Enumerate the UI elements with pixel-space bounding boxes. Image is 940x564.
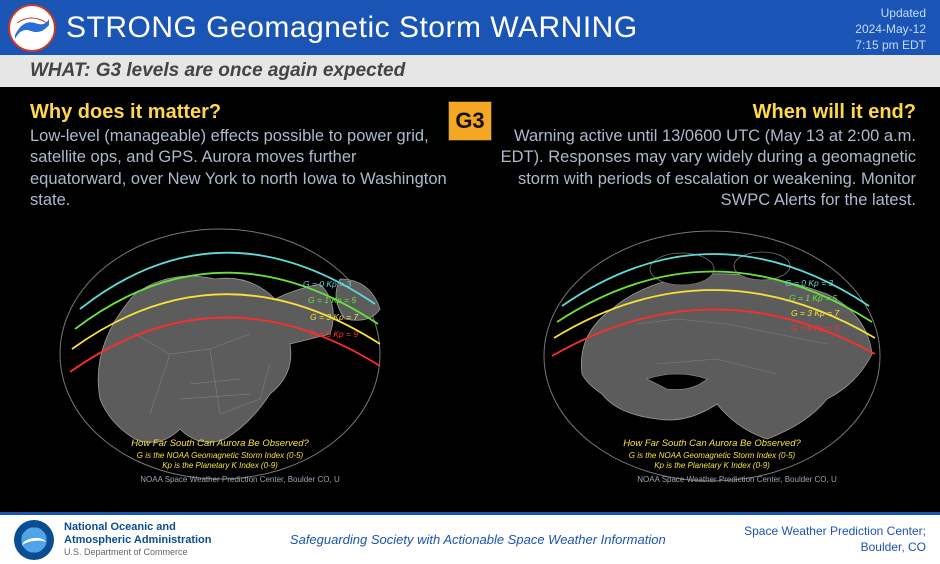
globe-credit-right: NOAA Space Weather Prediction Center, Bo…	[637, 475, 837, 484]
footer-org3: U.S. Department of Commerce	[64, 547, 212, 558]
footer-right2: Boulder, CO	[744, 540, 926, 556]
footer-org2: Atmospheric Administration	[64, 534, 212, 547]
globe-eu: G = 0 Kp = 3 G = 1 Kp = 5 G = 3 Kp = 7 G…	[507, 224, 907, 484]
nws-logo	[8, 4, 56, 52]
right-column: When will it end? Warning active until 1…	[469, 101, 916, 502]
g3-badge: G3	[448, 101, 492, 141]
footer-org1: National Oceanic and	[64, 521, 212, 534]
subhead-bar: WHAT: G3 levels are once again expected	[0, 55, 940, 87]
globe-sub1-left: G is the NOAA Geomagnetic Storm Index (0…	[136, 451, 303, 460]
right-heading: When will it end?	[497, 101, 916, 124]
left-body: Low-level (manageable) effects possible …	[30, 126, 449, 212]
left-heading: Why does it matter?	[30, 101, 449, 124]
ring-label-1: G = 1 Kp = 5	[308, 295, 356, 305]
updated-date: 2024-May-12	[855, 21, 926, 37]
globe-left-wrap: G = 0 Kp = 3 G = 1 Kp = 5 G = 3 Kp = 7 G…	[30, 224, 449, 502]
noaa-org-text: National Oceanic and Atmospheric Adminis…	[64, 521, 212, 558]
ring-label-1b: G = 1 Kp = 5	[789, 293, 837, 303]
ring-label-0: G = 0 Kp = 3	[303, 279, 351, 289]
footer-right1: Space Weather Prediction Center;	[744, 524, 926, 540]
globe-sub1-right: G is the NOAA Geomagnetic Storm Index (0…	[628, 451, 795, 460]
ring-label-3: G = 5 Kp = 9	[310, 329, 358, 339]
header-bar: STRONG Geomagnetic Storm WARNING Updated…	[0, 0, 940, 55]
left-column: Why does it matter? Low-level (manageabl…	[30, 101, 469, 502]
footer-right: Space Weather Prediction Center; Boulder…	[744, 524, 926, 555]
updated-time: 7:15 pm EDT	[855, 37, 926, 53]
right-body: Warning active until 13/0600 UTC (May 13…	[497, 126, 916, 212]
updated-block: Updated 2024-May-12 7:15 pm EDT	[855, 5, 926, 54]
globe-credit-left: NOAA Space Weather Prediction Center, Bo…	[140, 475, 340, 484]
updated-label: Updated	[855, 5, 926, 21]
globe-title-left: How Far South Can Aurora Be Observed?	[131, 438, 309, 449]
footer-tagline: Safeguarding Society with Actionable Spa…	[212, 532, 745, 547]
main-content: G3 Why does it matter? Low-level (manage…	[0, 87, 940, 512]
globe-title-right: How Far South Can Aurora Be Observed?	[623, 438, 801, 449]
globe-sub2-right: Kp is the Planetary K Index (0-9)	[654, 461, 770, 470]
noaa-logo-icon	[14, 520, 54, 560]
globe-right-wrap: G = 0 Kp = 3 G = 1 Kp = 5 G = 3 Kp = 7 G…	[497, 224, 916, 502]
footer-bar: National Oceanic and Atmospheric Adminis…	[0, 512, 940, 564]
ring-label-3b: G = 5 Kp = 9	[791, 323, 839, 333]
ring-label-0b: G = 0 Kp = 3	[785, 278, 833, 288]
header-title: STRONG Geomagnetic Storm WARNING	[66, 11, 638, 45]
globe-sub2-left: Kp is the Planetary K Index (0-9)	[162, 461, 278, 470]
ring-label-2b: G = 3 Kp = 7	[791, 308, 839, 318]
ring-label-2: G = 3 Kp = 7	[310, 312, 358, 322]
globe-na: G = 0 Kp = 3 G = 1 Kp = 5 G = 3 Kp = 7 G…	[40, 224, 440, 484]
